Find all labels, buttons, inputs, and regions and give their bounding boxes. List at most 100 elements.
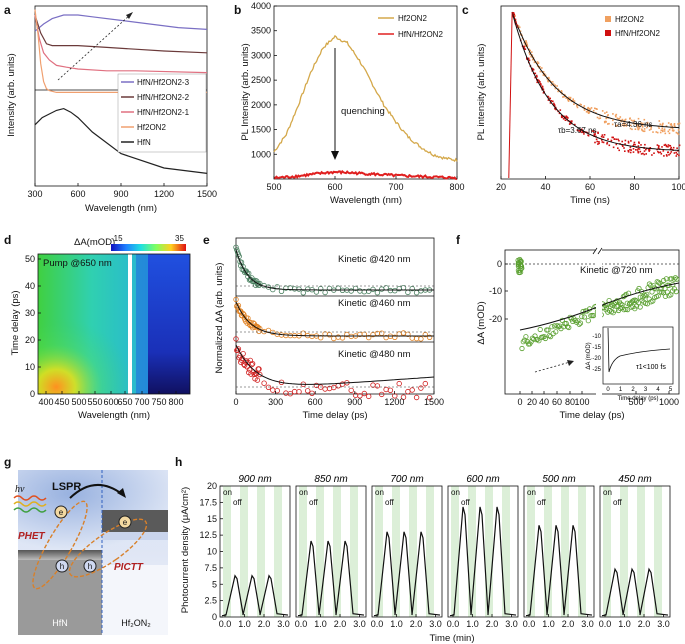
panel-e-point [422,380,428,387]
panel-c-point [643,118,646,121]
panel-c-point [523,48,526,50]
panel-c-point [627,151,630,153]
panel-c-point [667,151,669,154]
panel-e-point [309,333,315,340]
panel-e-point [339,381,346,387]
panel-f-inset-xtick-1: 1 [619,387,623,393]
panel-c-point [594,130,597,133]
panel-c-point [623,125,625,127]
panel-e-point [366,393,372,400]
panel-e-point [283,390,289,396]
panel-f-point [518,258,524,264]
panel-c-point [587,112,590,114]
panel-a-legend-label-2: HfN/Hf2ON2-1 [137,108,190,117]
panel-c-point [624,139,627,142]
panel-b-ytick-label-1: 1500 [251,125,271,135]
schematic-conduction-band [102,510,168,532]
panel-letter-b: b [234,3,241,17]
panel-h-ylabel: Photocurrent density (μA/cm²) [180,487,191,613]
panel-c-point [633,119,636,122]
panel-f-point [523,334,529,340]
panel-e-point [357,288,363,294]
panel-c-point [516,26,518,28]
panel-letter-c: c [462,3,469,17]
panel-c-point [535,74,538,77]
panel-c-point [558,112,561,115]
panel-c-point [578,130,580,132]
panel-h-xtick-label: 1.0 [238,619,251,629]
panel-d-ytick-label-5: 50 [25,254,35,264]
panel-f-annotation: Kinetic @720 nm [580,265,653,276]
panel-c-point [623,122,625,124]
panel-h-ytick-label-1: 2.5 [204,596,217,606]
panel-f-inset-label: τ1<100 fs [636,364,666,371]
panel-c-point [544,74,547,76]
panel-c-point [641,126,644,128]
panel-h-xtick-label: 1.0 [542,619,555,629]
panel-c-point [650,128,652,130]
panel-c-point [641,129,643,132]
panel-f-point [576,321,582,327]
panel-f-inset-xtick-3: 3 [644,387,648,393]
panel-c-point [524,44,527,46]
panel-h-on-label: on [223,488,232,497]
panel-letter-e: e [203,233,210,247]
panel-c-point [579,130,582,133]
panel-d-ytick-label-3: 30 [25,308,35,318]
panel-c-point [642,152,644,155]
panel-f-xtick-label-3: 60 [552,397,562,407]
panel-c-point [671,127,674,130]
panel-c-point [673,129,675,132]
panel-e-point [344,331,350,338]
panel-h-xlabel: Time (min) [429,633,474,644]
panel-b-annotation: quenching [341,106,385,117]
panel-c-point [637,128,640,131]
panel-e-point [240,263,246,270]
panel-f-point [546,332,552,339]
panel-a-xtick-label-1: 600 [70,189,85,199]
panel-f-point [637,304,643,310]
panel-h-xtick-label: 2.0 [486,619,499,629]
panel-c-point [642,130,644,132]
panel-c-point [568,96,570,99]
panel-c-point [532,68,535,71]
schematic-hfn-top [18,550,102,560]
panel-c-point [650,126,653,129]
schematic-lspr-label: LSPR [52,481,81,493]
schematic-hole-2-label: h [88,562,92,571]
panel-c-point [675,155,678,157]
panel-c-point [540,84,542,86]
panel-c-point [656,144,659,146]
panel-h-ytick-label-6: 15 [207,514,217,524]
panel-f-arrowhead [567,360,574,366]
panel-f-point [671,276,677,282]
panel-c-point [561,91,563,93]
panel-c-point [637,151,640,154]
panel-c-point [668,132,671,135]
panel-c-point [613,138,616,140]
panel-f-point [661,277,667,284]
panel-h-on-band [485,486,493,617]
panel-e-xtick-label-4: 1200 [384,397,404,407]
panel-c-point [670,146,672,149]
panel-c-point [559,109,562,111]
panel-c-point [557,90,559,93]
panel-e-xlabel: Time delay (ps) [302,410,367,421]
panel-c-point [663,130,666,132]
panel-e-point [409,387,415,393]
panel-c-point [669,123,672,126]
panel-d-xtick-label-8: 800 [168,397,183,407]
panel-c-tau-b: τb=3.67 ns [558,126,597,135]
panel-c-point [592,109,595,112]
panel-e-point [287,391,293,397]
panel-e-points-0 [233,244,433,296]
panel-c-point [638,142,640,144]
panel-h-curve-3 [449,506,517,617]
panel-f-inset-xtick-2: 2 [631,387,635,393]
panel-e-point [335,334,341,340]
panel-f-inset-xlabel: Time delay (ps) [617,396,658,402]
panel-f-point [623,306,629,312]
panel-f-xtick-label-0: 0 [517,397,522,407]
panel-c-point [677,123,679,125]
